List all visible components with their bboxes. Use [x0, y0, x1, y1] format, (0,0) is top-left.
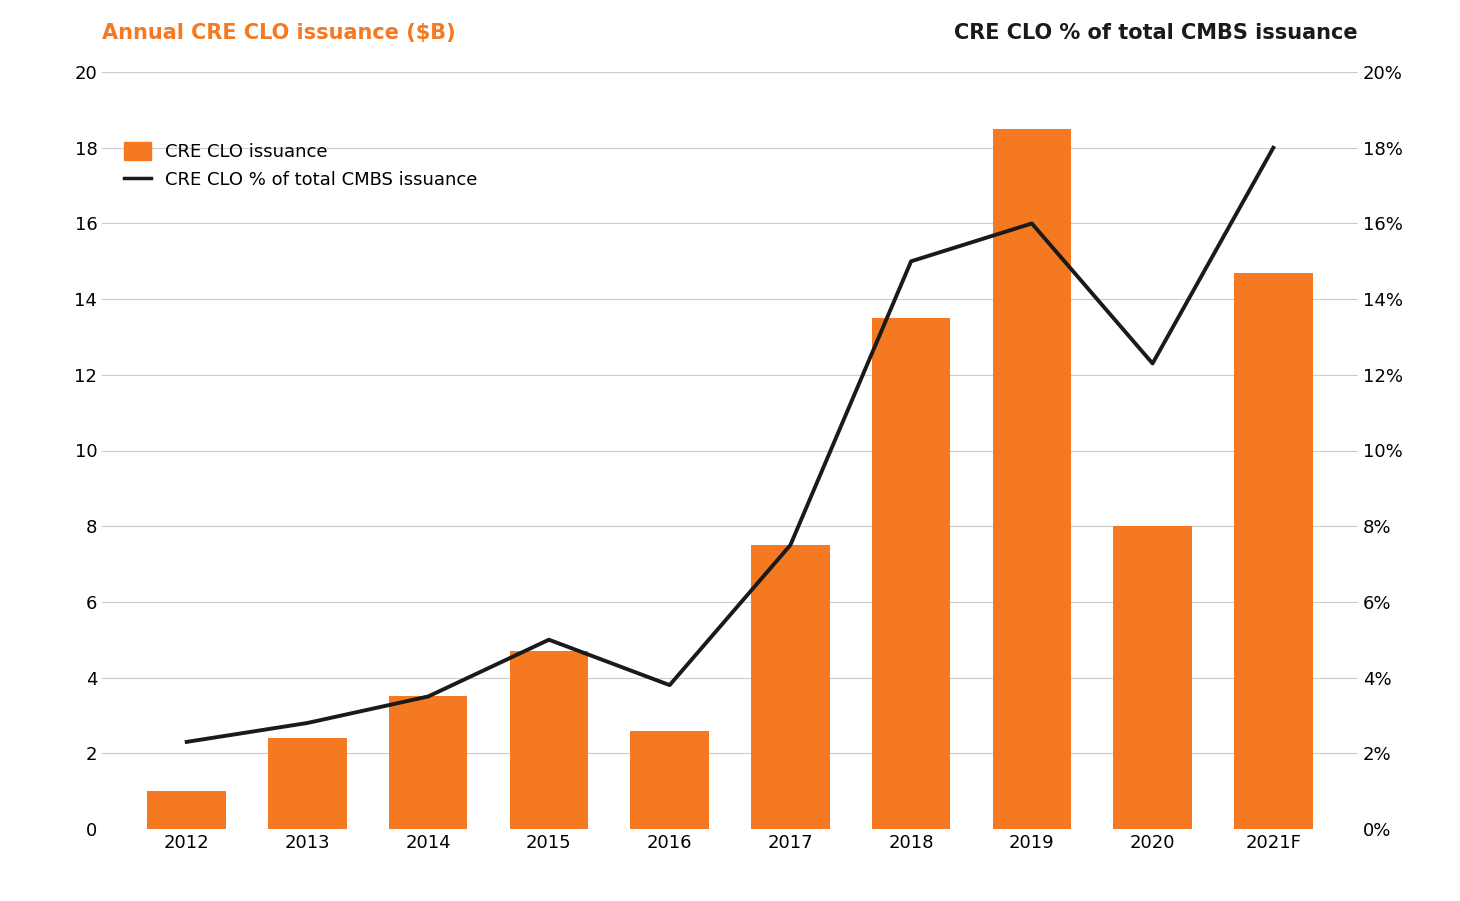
Text: Annual CRE CLO issuance ($B): Annual CRE CLO issuance ($B)	[102, 23, 456, 42]
Bar	[269, 738, 346, 829]
Bar	[510, 651, 588, 829]
Bar	[631, 731, 710, 829]
Bar	[1114, 526, 1191, 829]
Bar	[1234, 273, 1313, 829]
Legend: CRE CLO issuance, CRE CLO % of total CMBS issuance: CRE CLO issuance, CRE CLO % of total CMB…	[124, 141, 477, 189]
Bar	[872, 318, 950, 829]
Bar	[993, 129, 1072, 829]
Bar	[147, 791, 226, 829]
Bar	[388, 696, 467, 829]
Text: CRE CLO % of total CMBS issuance: CRE CLO % of total CMBS issuance	[955, 23, 1358, 42]
Bar	[750, 545, 829, 829]
